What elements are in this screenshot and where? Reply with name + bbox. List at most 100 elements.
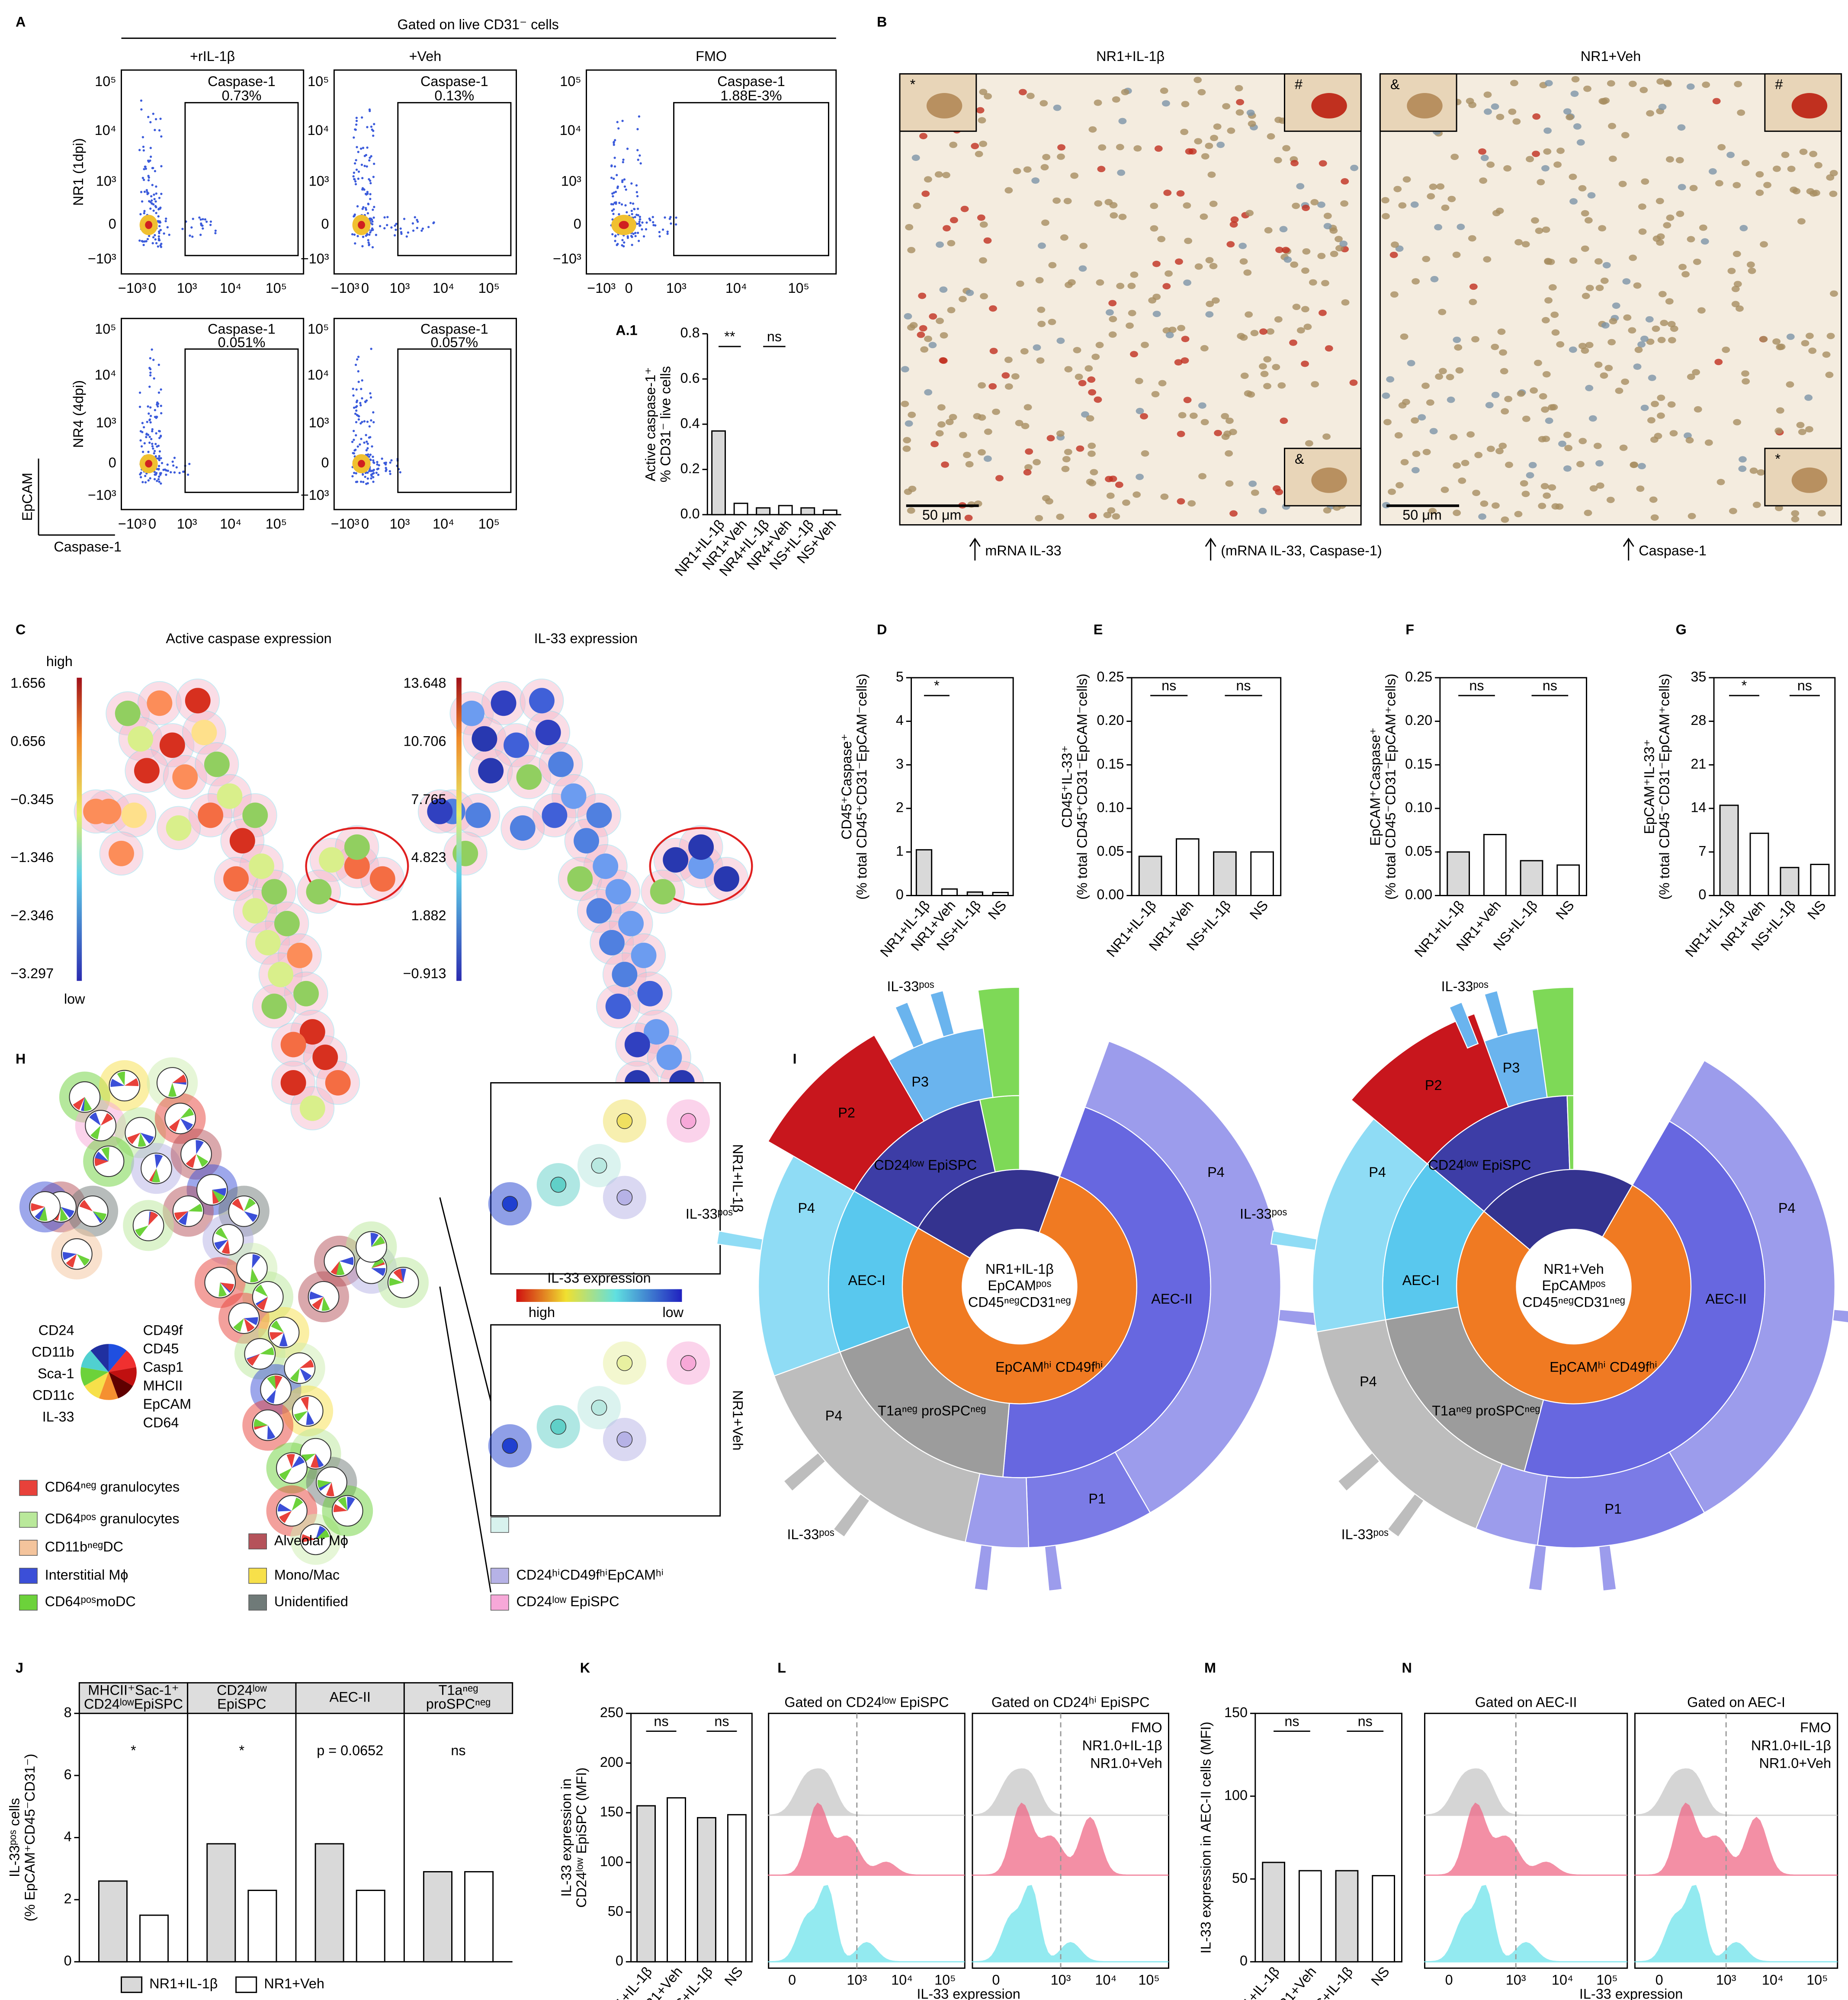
- cell: [902, 446, 911, 452]
- cell-event: [145, 433, 148, 435]
- cell-event: [353, 449, 356, 452]
- cell-event: [142, 149, 145, 152]
- node: [299, 1019, 325, 1045]
- cell: [1639, 87, 1648, 93]
- cell: [1061, 465, 1070, 472]
- cell-event: [138, 239, 141, 242]
- cell: [1079, 243, 1088, 249]
- node: [229, 828, 255, 854]
- cell: [1011, 373, 1020, 380]
- cell: [1048, 319, 1056, 325]
- cell-event: [159, 206, 162, 209]
- column-title: +Veh: [409, 48, 442, 64]
- cell: [1200, 213, 1208, 220]
- cell: [966, 289, 974, 296]
- bar: [992, 891, 1009, 896]
- node: [185, 688, 211, 714]
- cell-event: [427, 226, 430, 228]
- pie-wedge: [196, 1154, 209, 1167]
- cell: [940, 332, 948, 339]
- cell-event: [386, 224, 388, 227]
- y-axis-label: (% total CD45⁻CD31⁻EpCAM⁺cells): [1383, 673, 1398, 900]
- cell: [1569, 346, 1577, 353]
- cell: [1383, 419, 1392, 426]
- sunburst-segment: [1312, 1118, 1428, 1333]
- cell: [1160, 87, 1168, 94]
- flow-plot-frame: [121, 317, 305, 510]
- cell: [1322, 433, 1331, 440]
- cell-event: [645, 221, 648, 224]
- pie-key-wedge: [109, 1372, 133, 1398]
- significance: *: [934, 678, 940, 693]
- cell-event: [355, 409, 358, 412]
- subset-label: P4: [1369, 1164, 1386, 1180]
- cell: [1585, 342, 1594, 349]
- cell: [1571, 76, 1580, 83]
- cell: [1541, 406, 1550, 413]
- cell: [1539, 393, 1547, 400]
- cell-event: [139, 439, 142, 442]
- node: [567, 866, 593, 892]
- cell-event: [160, 165, 163, 167]
- inset-node: [616, 1113, 633, 1129]
- cell: [913, 202, 921, 209]
- y-axis-label: (% total CD45⁺CD31⁻EpCAM⁻cells): [1075, 673, 1090, 900]
- cell: [1600, 98, 1608, 105]
- cell-event: [359, 402, 362, 404]
- significance: *: [131, 1743, 136, 1758]
- cell-event: [171, 460, 174, 463]
- cell: [1057, 153, 1065, 160]
- cell: [907, 247, 916, 253]
- pie-wedge: [336, 1261, 345, 1276]
- cell: [1809, 190, 1818, 197]
- cell-event: [149, 121, 152, 124]
- pie-wedge: [306, 1411, 314, 1425]
- cell-event: [372, 481, 375, 483]
- inset-cell: [1791, 467, 1828, 493]
- cell-event: [355, 388, 358, 391]
- cell: [1732, 250, 1741, 257]
- cell: [1633, 282, 1642, 289]
- cell-event: [357, 356, 360, 358]
- group-label: CD24ˡᵒʷ: [217, 1682, 267, 1698]
- legend-arrow: [1623, 538, 1634, 561]
- cell: [1277, 382, 1286, 389]
- x-tick-label: NR1+IL-1β: [1104, 897, 1159, 960]
- cell: [901, 366, 909, 372]
- cell: [1594, 361, 1603, 368]
- cell: [903, 437, 911, 444]
- cell-event: [670, 222, 672, 225]
- cell: [1623, 314, 1632, 321]
- group-label: MHCII⁺Sac-1⁺: [88, 1682, 179, 1698]
- cell: [1198, 473, 1206, 480]
- cell: [1637, 341, 1646, 348]
- pie-wedge: [318, 1480, 332, 1488]
- cell-event: [151, 242, 154, 244]
- cell: [1436, 183, 1445, 190]
- cell-event: [377, 474, 380, 476]
- cell-event: [154, 409, 157, 411]
- cell-event: [613, 165, 616, 168]
- node: [166, 815, 192, 841]
- panel-letter: M: [1204, 1660, 1216, 1676]
- cell-event: [372, 472, 375, 474]
- panel-title: Active caspase expression: [166, 631, 331, 646]
- y-axis-label: IL-33ᵖᵒˢ cells: [7, 1798, 22, 1877]
- cell-event: [372, 455, 374, 458]
- cell: [1675, 157, 1684, 163]
- cell-event: [378, 464, 380, 467]
- cell: [1595, 285, 1604, 291]
- cell: [1157, 236, 1166, 243]
- cell: [1223, 430, 1232, 437]
- scale-tick-label: −2.346: [10, 907, 54, 923]
- pie-wedge: [255, 1285, 268, 1297]
- x-tick-label: −10³: [587, 280, 616, 296]
- cell-event: [160, 388, 162, 391]
- cell: [1600, 277, 1609, 284]
- pie-wedge: [321, 1297, 330, 1311]
- cell: [1646, 338, 1655, 345]
- cell: [1070, 172, 1079, 179]
- legend-label: CD64ᵖᵒˢmoDC: [45, 1594, 136, 1609]
- cell: [1020, 348, 1029, 355]
- cell: [1578, 438, 1587, 445]
